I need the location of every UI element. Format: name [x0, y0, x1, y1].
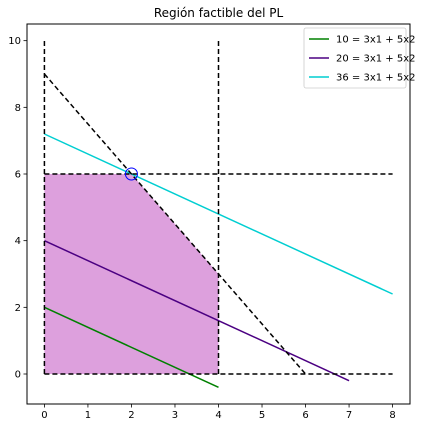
y-tick-label: 4 [15, 236, 21, 247]
x-tick-label: 7 [346, 410, 352, 421]
x-tick-label: 0 [41, 410, 47, 421]
feasible-region [44, 174, 219, 374]
constraint-line-5 [43, 73, 307, 375]
chart-title: Región factible del PL [154, 6, 284, 20]
legend: 10 = 3x1 + 5x2 20 = 3x1 + 5x2 36 = 3x1 + 5… [303, 27, 415, 89]
optimum-point [124, 167, 138, 181]
legend-label-3: 36 = 3x1 + 5x2 [336, 73, 415, 84]
legend-box [303, 27, 407, 89]
x-tick-label: 8 [389, 410, 395, 421]
y-tick-label: 2 [15, 303, 21, 314]
x-tick-label: 4 [215, 410, 221, 421]
series-line-2 [44, 239, 350, 382]
y-tick-label: 10 [8, 36, 21, 47]
y-tick-label: 6 [15, 170, 21, 181]
x-tick-label: 2 [128, 410, 134, 421]
x-tick-label: 1 [85, 410, 91, 421]
y-tick-label: 8 [15, 103, 21, 114]
legend-label-1: 10 = 3x1 + 5x2 [336, 35, 415, 46]
legend-label-2: 20 = 3x1 + 5x2 [336, 54, 415, 65]
y-tick-label: 0 [15, 370, 21, 381]
x-tick-label: 6 [302, 410, 308, 421]
x-tick-label: 5 [259, 410, 265, 421]
x-tick-label: 3 [172, 410, 178, 421]
